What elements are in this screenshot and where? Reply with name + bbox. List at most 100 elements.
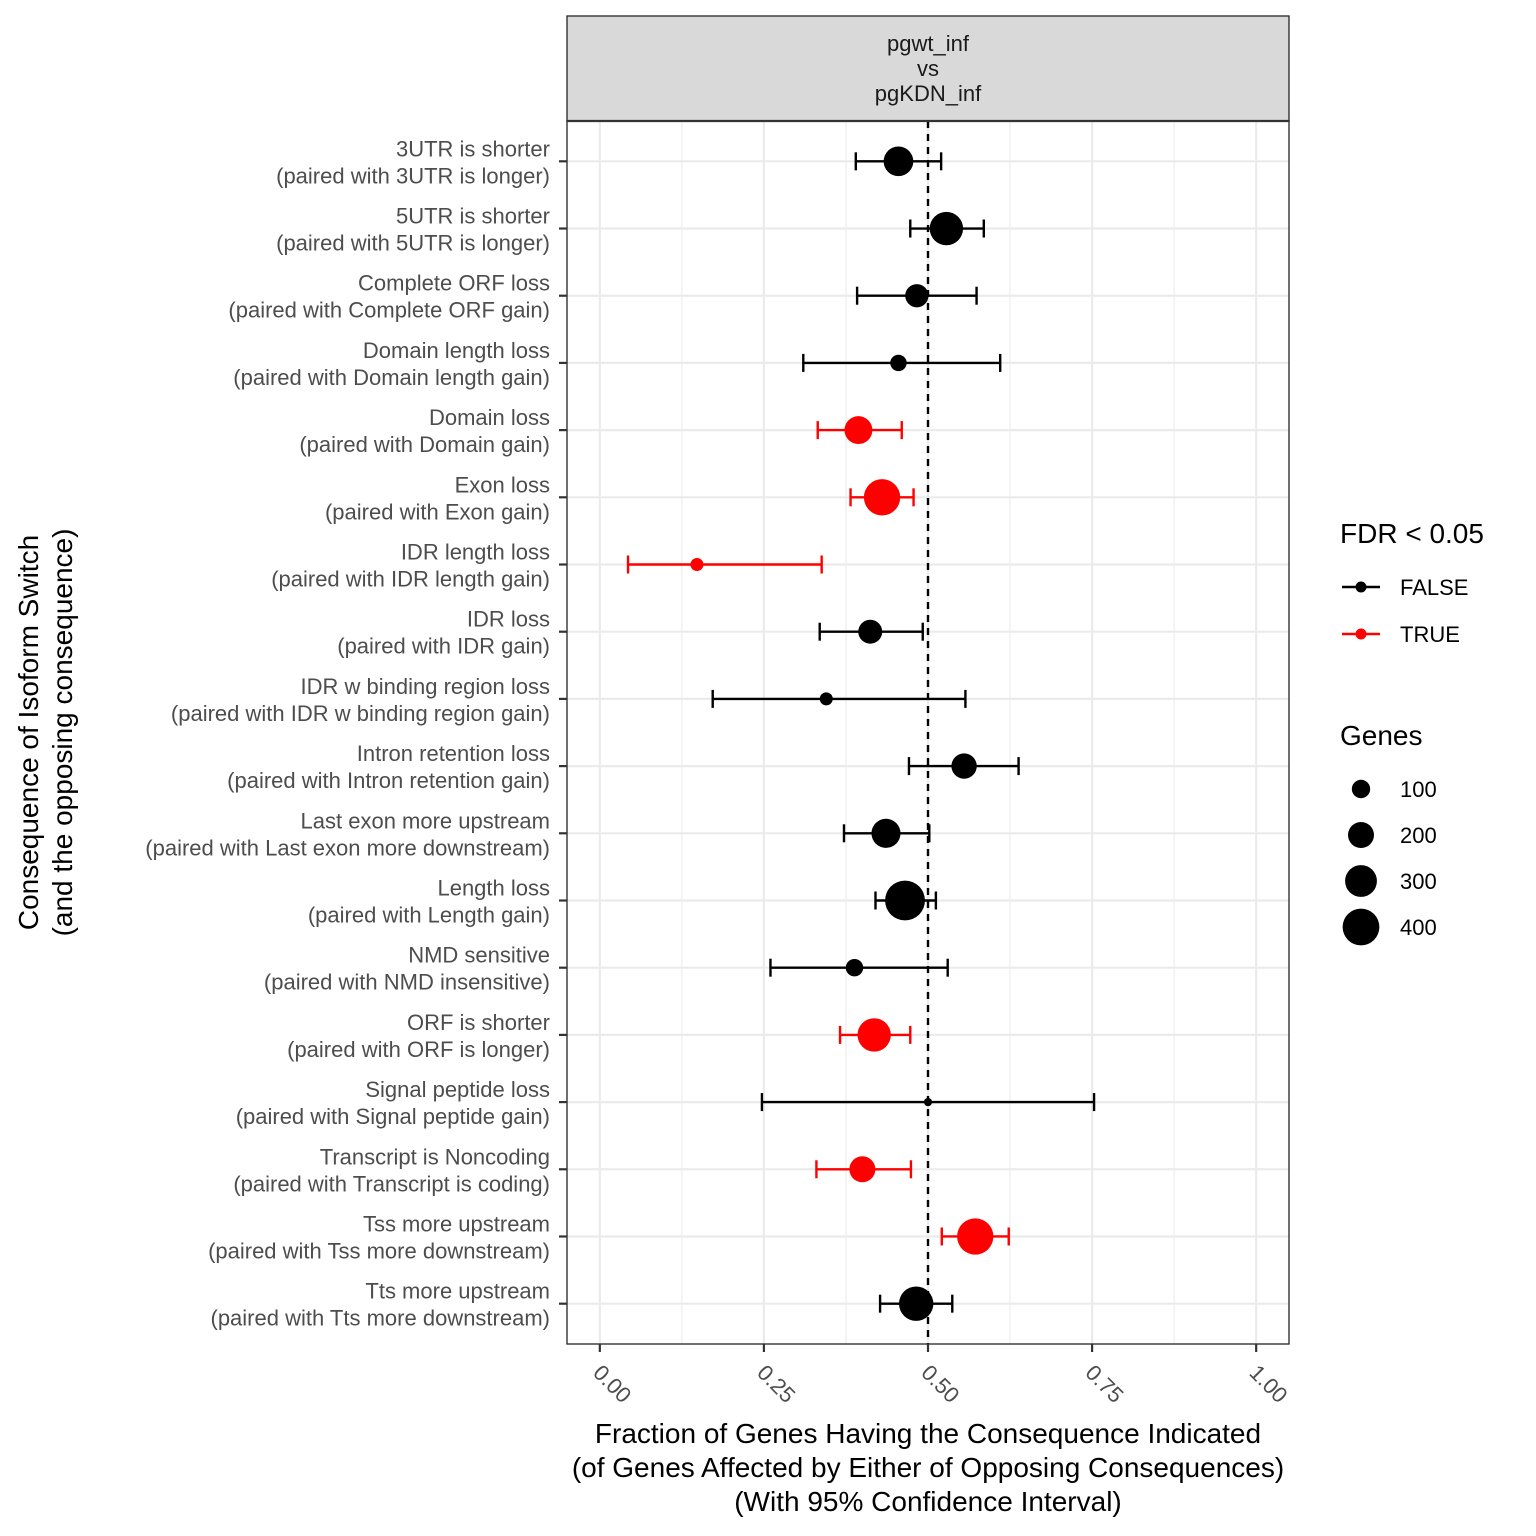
y-tick-sublabel: (paired with Transcript is coding): [233, 1171, 550, 1196]
facet-label: vs: [917, 56, 939, 81]
data-point: [923, 1097, 933, 1107]
data-point: [898, 1286, 934, 1321]
y-tick-label: Tts more upstream: [365, 1279, 550, 1304]
axis-titles: Fraction of Genes Having the Consequence…: [13, 529, 1284, 1517]
x-tick-label: 0.50: [916, 1360, 964, 1408]
data-point-group: [802, 353, 1002, 372]
y-tick-label: NMD sensitive: [408, 943, 550, 968]
y-tick-sublabel: (paired with Complete ORF gain): [228, 298, 550, 323]
y-tick-label: IDR length loss: [401, 540, 550, 565]
facet-strip-background: [566, 15, 1290, 122]
data-point: [951, 753, 977, 779]
data-point: [849, 1156, 876, 1183]
data-point: [905, 284, 929, 308]
y-tick-sublabel: (paired with Exon gain): [325, 499, 550, 524]
y-tick-label: Domain length loss: [363, 338, 550, 363]
data-point-group: [815, 1156, 913, 1183]
x-axis-title: (of Genes Affected by Either of Opposing…: [572, 1452, 1284, 1483]
data-point: [871, 818, 901, 848]
y-tick-sublabel: (paired with IDR length gain): [271, 567, 550, 592]
legend-color-label: TRUE: [1400, 622, 1460, 647]
legend-size-label: 400: [1400, 915, 1437, 940]
data-point-group: [760, 1093, 1096, 1112]
legend-size-key: [1348, 822, 1374, 848]
data-point: [845, 958, 864, 977]
data-point-group: [907, 753, 1020, 779]
y-tick-sublabel: (paired with Domain gain): [299, 432, 550, 457]
data-point-group: [842, 818, 931, 848]
y-tick-sublabel: (paired with ORF is longer): [287, 1037, 550, 1062]
legend-color-key-point: [1355, 581, 1367, 593]
y-tick-label: Exon loss: [455, 472, 550, 497]
data-point-group: [816, 416, 903, 445]
data-point-group: [818, 619, 924, 644]
x-tick-label: 1.00: [1245, 1360, 1293, 1408]
y-axis: 3UTR is shorter(paired with 3UTR is long…: [145, 136, 567, 1331]
data-point: [858, 619, 883, 644]
data-point: [863, 479, 901, 516]
y-tick-label: Last exon more upstream: [301, 808, 550, 833]
data-point: [844, 416, 873, 445]
y-tick-sublabel: (paired with IDR w binding region gain): [171, 701, 550, 726]
y-tick-sublabel: (paired with Tss more downstream): [208, 1238, 550, 1263]
x-tick-label: 0.00: [588, 1360, 636, 1408]
legend-color-key-point: [1355, 628, 1367, 640]
data-point-group: [626, 555, 823, 574]
legend-size-key: [1342, 908, 1380, 946]
data-point-group: [940, 1218, 1010, 1255]
y-tick-label: IDR w binding region loss: [301, 674, 550, 699]
y-tick-sublabel: (paired with Domain length gain): [233, 365, 550, 390]
y-tick-sublabel: (paired with IDR gain): [337, 634, 550, 659]
y-tick-label: Transcript is Noncoding: [320, 1144, 550, 1169]
legend-size-label: 100: [1400, 777, 1437, 802]
data-point-group: [838, 1018, 912, 1052]
y-tick-label: Signal peptide loss: [365, 1077, 550, 1102]
y-axis-title: Consequence of Isoform Switch: [13, 535, 44, 930]
data-point-group: [854, 146, 943, 177]
y-tick-label: 3UTR is shorter: [396, 136, 550, 161]
y-tick-sublabel: (paired with Tts more downstream): [211, 1306, 551, 1331]
y-tick-label: 5UTR is shorter: [396, 204, 550, 229]
data-point: [690, 558, 704, 572]
facet-label: pgwt_inf: [887, 31, 970, 56]
legend-size-label: 300: [1400, 869, 1437, 894]
x-axis-title: Fraction of Genes Having the Consequence…: [595, 1418, 1261, 1449]
data-point-group: [769, 958, 949, 977]
y-tick-label: IDR loss: [467, 607, 550, 632]
legend-color-label: FALSE: [1400, 575, 1468, 600]
legend-size-label: 200: [1400, 823, 1437, 848]
data-point: [883, 146, 914, 177]
data-point-group: [874, 880, 938, 921]
data-point: [929, 211, 964, 246]
legend-size-title: Genes: [1340, 720, 1423, 751]
y-tick-label: Intron retention loss: [357, 741, 550, 766]
legend-size-key: [1345, 865, 1377, 897]
facet-label: pgKDN_inf: [875, 81, 982, 106]
legend: FDR < 0.05 FALSE TRUE Genes 100 200 300 400: [1340, 518, 1484, 946]
y-tick-sublabel: (paired with 3UTR is longer): [276, 163, 550, 188]
data-point: [885, 880, 925, 921]
data-point-group: [855, 284, 978, 308]
y-tick-sublabel: (paired with 5UTR is longer): [276, 231, 550, 256]
y-tick-sublabel: (paired with Last exon more downstream): [145, 835, 550, 860]
y-tick-label: Domain loss: [429, 405, 550, 430]
x-axis: 0.00 0.25 0.50 0.75 1.00: [588, 1344, 1293, 1408]
x-axis-title: (With 95% Confidence Interval): [734, 1486, 1122, 1517]
x-tick-label: 0.25: [752, 1360, 800, 1408]
x-tick-label: 0.75: [1081, 1360, 1129, 1408]
legend-size-key: [1351, 779, 1371, 799]
y-tick-label: Complete ORF loss: [358, 271, 550, 296]
legend-color-title: FDR < 0.05: [1340, 518, 1484, 549]
data-point: [857, 1018, 891, 1052]
y-tick-sublabel: (paired with Intron retention gain): [227, 768, 550, 793]
data-point-group: [849, 479, 915, 516]
data-point: [957, 1218, 994, 1255]
data-marks: [626, 146, 1096, 1321]
data-point: [819, 692, 833, 706]
data-point-group: [711, 689, 967, 708]
data-point: [890, 354, 907, 372]
y-tick-sublabel: (paired with Signal peptide gain): [236, 1104, 550, 1129]
y-axis-title: (and the opposing consequence): [47, 529, 78, 937]
